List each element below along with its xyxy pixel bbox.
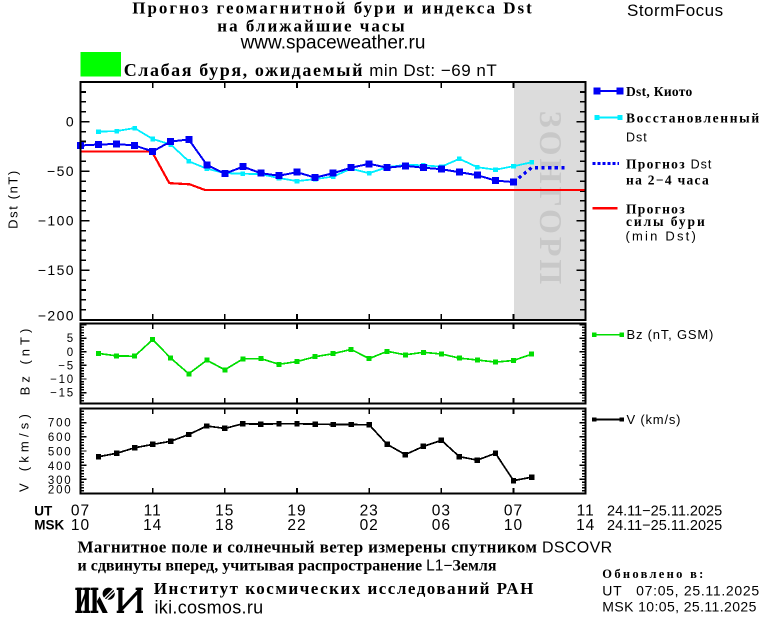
svg-text:06: 06 — [432, 517, 451, 534]
svg-text:24.11−25.11.2025: 24.11−25.11.2025 — [607, 518, 722, 534]
svg-text:на ближайшие часы: на ближайшие часы — [217, 17, 406, 36]
svg-text:500: 500 — [48, 446, 73, 458]
svg-text:V (km/s): V (km/s) — [627, 412, 682, 427]
svg-text:Dst (nT): Dst (nT) — [6, 169, 21, 229]
svg-text:www.spaceweather.ru: www.spaceweather.ru — [240, 32, 426, 53]
svg-text:Dst: Dst — [626, 131, 648, 145]
svg-text:Прогноз: Прогноз — [626, 201, 686, 216]
svg-text:Институт космических исследова: Институт космических исследований РАН — [154, 579, 535, 598]
svg-text:Прогноз Dst: Прогноз Dst — [626, 157, 712, 172]
svg-text:и сдвинуты вперед, учитывая ра: и сдвинуты вперед, учитывая распростране… — [78, 558, 497, 575]
svg-text:UT: UT — [34, 504, 53, 519]
svg-text:−150: −150 — [38, 262, 75, 278]
svg-text:22: 22 — [287, 517, 306, 534]
svg-text:300: 300 — [48, 475, 73, 487]
svg-text:10: 10 — [71, 517, 90, 534]
svg-text:MSK: MSK — [34, 518, 64, 533]
svg-text:V (km/s): V (km/s) — [17, 410, 32, 492]
svg-text:StormFocus: StormFocus — [627, 1, 724, 20]
svg-text:Слабая буря, ожидаемый min Dst: Слабая буря, ожидаемый min Dst: −69 nT — [124, 60, 498, 80]
svg-text:iki.cosmos.ru: iki.cosmos.ru — [155, 598, 264, 618]
svg-text:Магнитное поле и солнечный вет: Магнитное поле и солнечный ветер измерен… — [78, 538, 613, 557]
svg-text:10: 10 — [504, 517, 523, 534]
svg-text:силы бури: силы бури — [626, 214, 707, 229]
svg-text:−10: −10 — [50, 374, 75, 386]
svg-text:07: 07 — [71, 503, 90, 520]
svg-text:24.11−25.11.2025: 24.11−25.11.2025 — [607, 504, 722, 520]
svg-text:19: 19 — [287, 503, 306, 520]
svg-text:0: 0 — [67, 347, 75, 359]
svg-text:ЗОНГОРП: ЗОНГОРП — [533, 111, 569, 288]
svg-text:14: 14 — [143, 517, 162, 534]
svg-text:400: 400 — [48, 461, 73, 473]
svg-text:MSK 10:05, 25.11.2025: MSK 10:05, 25.11.2025 — [602, 599, 756, 615]
svg-text:02: 02 — [360, 517, 379, 534]
svg-text:03: 03 — [432, 503, 451, 520]
svg-text:−100: −100 — [38, 213, 75, 229]
svg-text:600: 600 — [48, 432, 73, 444]
svg-text:5: 5 — [67, 333, 75, 345]
svg-text:−50: −50 — [47, 163, 75, 179]
svg-text:Bz (nT): Bz (nT) — [18, 325, 33, 396]
svg-text:15: 15 — [215, 503, 234, 520]
svg-text:14: 14 — [576, 517, 595, 534]
svg-text:Прогноз геомагнитной бури и ин: Прогноз геомагнитной бури и индекса Dst — [132, 0, 534, 18]
svg-text:Обновлено в:: Обновлено в: — [602, 567, 705, 581]
svg-text:−15: −15 — [50, 388, 75, 400]
svg-text:(min Dst): (min Dst) — [626, 229, 699, 244]
svg-text:200: 200 — [48, 485, 73, 497]
svg-text:UT 07:05, 25.11.2025: UT 07:05, 25.11.2025 — [602, 583, 760, 599]
svg-text:23: 23 — [360, 503, 379, 520]
svg-text:11: 11 — [577, 503, 595, 520]
svg-text:18: 18 — [215, 517, 234, 534]
svg-text:Dst, Киото: Dst, Киото — [626, 84, 693, 99]
svg-text:−200: −200 — [38, 308, 75, 324]
svg-text:на 2−4 часа: на 2−4 часа — [626, 173, 710, 188]
svg-text:0: 0 — [66, 114, 75, 130]
svg-text:11: 11 — [144, 503, 162, 520]
svg-text:Bz (nT, GSM): Bz (nT, GSM) — [627, 327, 715, 342]
svg-text:700: 700 — [48, 418, 73, 430]
svg-text:07: 07 — [504, 503, 523, 520]
svg-text:−5: −5 — [58, 360, 75, 372]
svg-text:Восстановленный: Восстановленный — [626, 111, 760, 126]
